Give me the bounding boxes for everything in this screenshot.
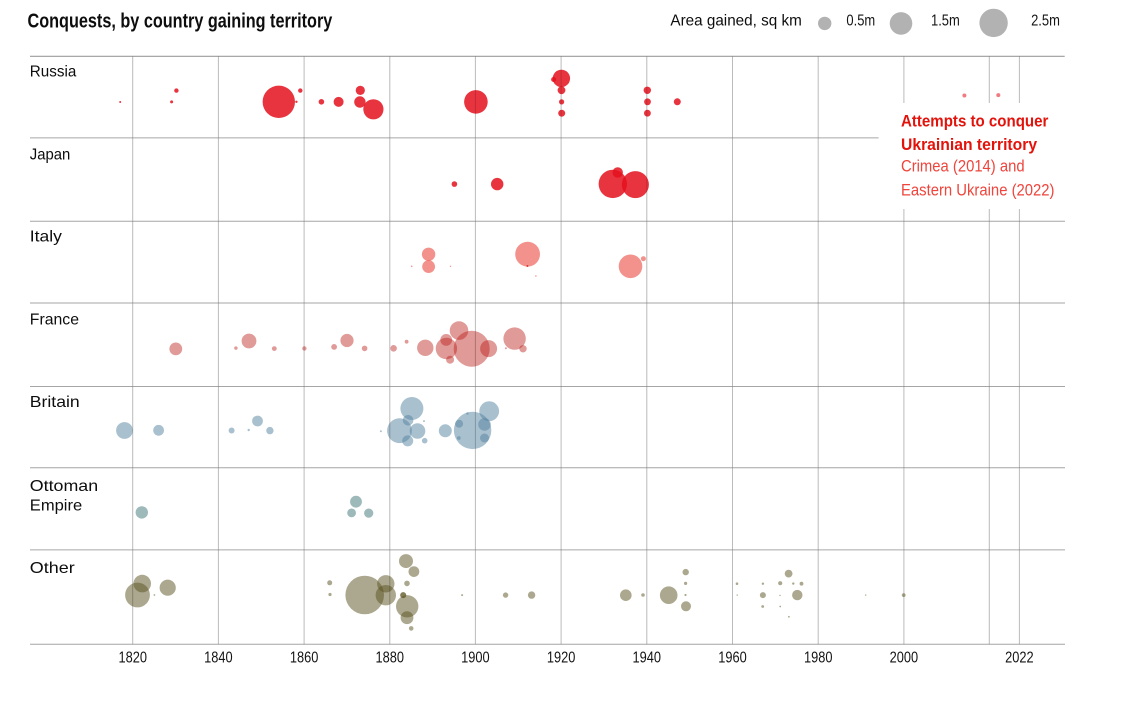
svg-text:1960: 1960 xyxy=(718,649,747,666)
svg-text:Attempts to conquer: Attempts to conquer xyxy=(901,112,1049,131)
svg-text:Area gained, sq km: Area gained, sq km xyxy=(670,12,801,29)
svg-text:Ukrainian territory: Ukrainian territory xyxy=(901,135,1038,154)
svg-text:Ottoman: Ottoman xyxy=(30,478,98,495)
svg-text:2000: 2000 xyxy=(890,649,919,666)
svg-text:Japan: Japan xyxy=(30,147,71,164)
svg-text:1920: 1920 xyxy=(547,649,576,666)
svg-text:Britain: Britain xyxy=(30,394,80,411)
svg-text:2022: 2022 xyxy=(1005,649,1034,666)
svg-text:1840: 1840 xyxy=(204,649,233,666)
svg-text:1880: 1880 xyxy=(376,649,405,666)
svg-text:France: France xyxy=(30,311,79,328)
svg-text:1820: 1820 xyxy=(118,649,147,666)
svg-text:1860: 1860 xyxy=(290,649,319,666)
svg-text:Other: Other xyxy=(30,560,76,577)
svg-text:Russia: Russia xyxy=(30,64,77,81)
svg-text:Crimea (2014) and: Crimea (2014) and xyxy=(901,157,1025,176)
svg-text:Italy: Italy xyxy=(30,228,62,245)
svg-text:0.5m: 0.5m xyxy=(846,12,875,29)
svg-text:1980: 1980 xyxy=(804,649,833,666)
svg-text:Conquests, by country gaining: Conquests, by country gaining territory xyxy=(28,9,333,32)
svg-text:1900: 1900 xyxy=(461,649,490,666)
svg-text:1.5m: 1.5m xyxy=(931,12,960,29)
svg-text:2.5m: 2.5m xyxy=(1031,12,1060,29)
svg-text:Eastern Ukraine (2022): Eastern Ukraine (2022) xyxy=(901,181,1055,200)
svg-text:Empire: Empire xyxy=(30,498,82,515)
svg-text:1940: 1940 xyxy=(633,649,662,666)
